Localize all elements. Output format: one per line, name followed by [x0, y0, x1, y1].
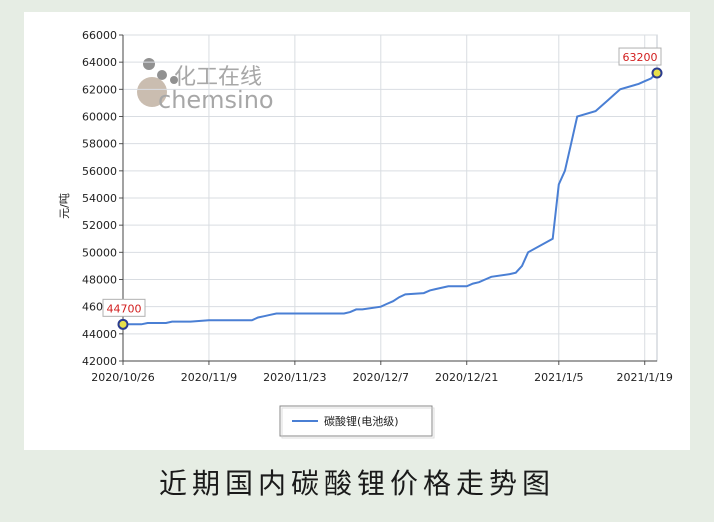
- y-tick-label: 52000: [82, 219, 117, 232]
- y-axis-label: 元/吨: [58, 193, 71, 219]
- line-chart: 化工在线 chemsino 42000440004600048000500005…: [58, 29, 673, 439]
- callout-label: 63200: [623, 51, 658, 64]
- y-tick-label: 64000: [82, 56, 117, 69]
- y-tick-label: 58000: [82, 138, 117, 151]
- series-layer: [123, 72, 658, 326]
- watermark-logo: 化工在线 chemsino: [137, 58, 274, 114]
- y-tick-label: 50000: [82, 246, 117, 259]
- x-tick-labels: 2020/10/26 2020/11/9 2020/11/23 2020/12/7 20…: [91, 371, 673, 384]
- x-tick-label: 2020/12/21: [435, 371, 498, 384]
- series-line: [123, 72, 658, 326]
- callout-marker: [117, 318, 129, 330]
- y-tick-label: 62000: [82, 83, 117, 96]
- y-tick-label: 42000: [82, 355, 117, 368]
- y-tick-label: 60000: [82, 111, 117, 124]
- callout-label: 44700: [107, 302, 142, 315]
- x-tick-label: 2021/1/19: [617, 371, 673, 384]
- x-tick-label: 2020/11/23: [263, 371, 326, 384]
- y-tick-label: 48000: [82, 274, 117, 287]
- watermark-en: chemsino: [158, 86, 274, 114]
- callout-marker: [651, 67, 663, 79]
- x-tick-label: 2021/1/5: [534, 371, 583, 384]
- y-tick-labels: 4200044000460004800050000520005400056000…: [82, 29, 117, 368]
- x-tick-label: 2020/10/26: [91, 371, 154, 384]
- watermark-cn: 化工在线: [174, 65, 262, 90]
- y-tick-label: 66000: [82, 29, 117, 42]
- x-tick-label: 2020/12/7: [353, 371, 409, 384]
- legend-label: 碳酸锂(电池级): [324, 414, 399, 428]
- callout-box: [102, 298, 146, 317]
- y-tick-label: 54000: [82, 192, 117, 205]
- chart-caption: 近期国内碳酸锂价格走势图: [158, 467, 555, 500]
- y-tick-label: 56000: [82, 165, 117, 178]
- x-tick-label: 2020/11/9: [181, 371, 237, 384]
- callout-box: [618, 47, 662, 66]
- callouts: 44700 63200: [102, 47, 663, 330]
- legend: 碳酸锂(电池级): [279, 405, 435, 439]
- y-tick-label: 44000: [82, 328, 117, 341]
- chart-panel: 化工在线 chemsino 42000 44000 46000 48000 50000 5…: [24, 12, 690, 450]
